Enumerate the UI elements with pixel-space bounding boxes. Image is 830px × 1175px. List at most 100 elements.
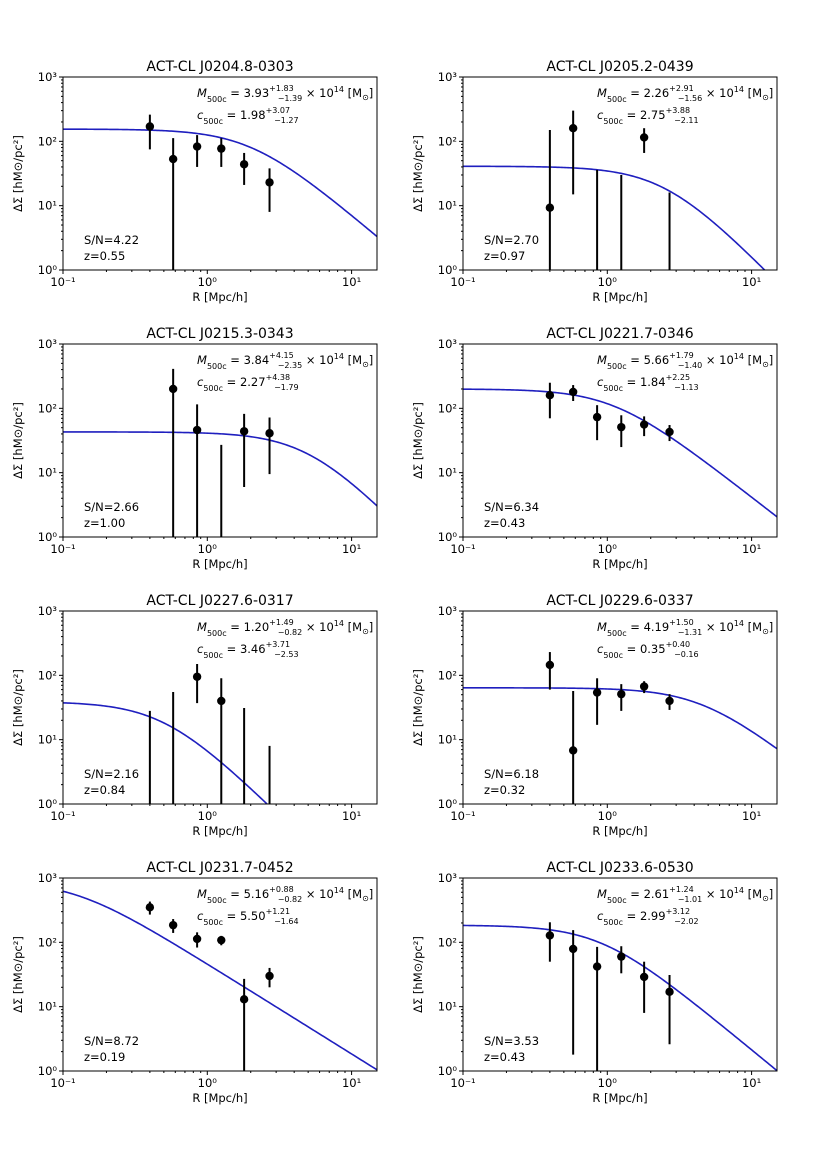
signal-to-noise: S/N=2.70 <box>484 233 539 247</box>
x-tick-label: 10¹ <box>742 809 761 823</box>
y-tick-label: 10³ <box>38 337 58 351</box>
data-point <box>265 178 274 187</box>
redshift: z=0.97 <box>484 249 525 263</box>
y-axis-label: ΔΣ [hM⊙/pc²] <box>411 135 425 212</box>
x-tick-label: 10⁰ <box>198 809 218 823</box>
signal-to-noise: S/N=3.53 <box>484 1034 539 1048</box>
plot-frame <box>462 343 778 538</box>
redshift: z=1.00 <box>84 516 125 530</box>
data-point <box>239 160 249 169</box>
data-point <box>168 154 178 164</box>
data-point <box>545 203 555 212</box>
mass-annotation: M500c = 2.26+2.91 −1.56 × 1014 [M⊙] <box>597 84 773 104</box>
y-axis-label: ΔΣ [hM⊙/pc²] <box>11 669 25 746</box>
data-point <box>192 672 202 681</box>
redshift: z=0.84 <box>84 783 125 797</box>
data-point <box>145 122 155 131</box>
y-tick-label: 10³ <box>38 70 58 84</box>
y-tick-label: 10³ <box>438 70 458 84</box>
concentration-annotation: c500c = 2.27+4.38 −1.79 <box>197 373 299 393</box>
panel-title: ACT-CL J0204.8-0303 <box>146 59 293 75</box>
data-point <box>545 931 555 940</box>
data-point <box>568 944 578 954</box>
y-tick-label: 10² <box>38 134 57 148</box>
panel-title: ACT-CL J0205.2-0439 <box>546 59 693 75</box>
signal-to-noise: S/N=6.18 <box>484 767 539 781</box>
y-tick-label: 10¹ <box>438 733 457 747</box>
x-axis-label: R [Mpc/h] <box>592 824 647 838</box>
x-tick-label: 10⁻¹ <box>50 809 75 823</box>
x-tick-label: 10⁰ <box>598 275 618 289</box>
mass-annotation: M500c = 5.16+0.88 −0.82 × 1014 [M⊙] <box>197 885 373 905</box>
model-curve <box>463 687 777 750</box>
y-tick-label: 10² <box>38 668 57 682</box>
data-point <box>192 425 202 435</box>
y-tick-label: 10² <box>438 935 457 949</box>
data-point <box>592 962 602 971</box>
data-point <box>617 952 626 961</box>
model-curve <box>63 702 269 804</box>
y-tick-label: 10¹ <box>438 1000 457 1014</box>
y-tick-label: 10² <box>438 668 457 682</box>
x-tick-label: 10⁰ <box>198 1076 218 1090</box>
y-tick-label: 10³ <box>38 871 58 885</box>
signal-to-noise: S/N=6.34 <box>484 500 539 514</box>
x-tick-label: 10⁰ <box>198 542 218 556</box>
mass-annotation: M500c = 3.93+1.83 −1.39 × 1014 [M⊙] <box>197 84 373 104</box>
data-point <box>592 688 602 697</box>
data-point <box>568 746 578 755</box>
concentration-annotation: c500c = 0.35+0.40 −0.16 <box>597 640 699 660</box>
x-axis-label: R [Mpc/h] <box>592 290 647 304</box>
x-tick-label: 10⁻¹ <box>50 275 75 289</box>
y-tick-label: 10¹ <box>38 733 57 747</box>
y-tick-label: 10³ <box>438 871 458 885</box>
x-axis-label: R [Mpc/h] <box>592 557 647 571</box>
data-point <box>265 429 274 438</box>
panel-title: ACT-CL J0227.6-0317 <box>146 593 293 609</box>
data-point <box>665 696 674 706</box>
mass-annotation: M500c = 2.61+1.24 −1.01 × 1014 [M⊙] <box>597 885 773 905</box>
concentration-annotation: c500c = 2.99+3.12 −2.02 <box>597 907 699 927</box>
y-tick-label: 10⁰ <box>38 263 58 277</box>
y-tick-label: 10¹ <box>438 466 457 480</box>
y-tick-label: 10³ <box>38 604 58 618</box>
model-curve <box>63 128 377 238</box>
panel-title: ACT-CL J0221.7-0346 <box>546 326 693 342</box>
signal-to-noise: S/N=8.72 <box>84 1034 139 1048</box>
plot-frame <box>462 610 778 805</box>
plot-frame <box>62 877 378 1072</box>
x-tick-label: 10⁻¹ <box>450 1076 475 1090</box>
y-tick-label: 10⁰ <box>38 1064 58 1078</box>
signal-to-noise: S/N=2.66 <box>84 500 139 514</box>
x-tick-label: 10⁻¹ <box>450 542 475 556</box>
x-tick-label: 10¹ <box>742 275 761 289</box>
y-tick-label: 10¹ <box>438 199 457 213</box>
data-point <box>239 995 249 1004</box>
plot-frame <box>462 76 778 271</box>
data-point <box>639 420 649 429</box>
model-curve <box>463 924 777 1071</box>
data-point <box>217 696 226 706</box>
y-axis-label: ΔΣ [hM⊙/pc²] <box>11 135 25 212</box>
x-axis-label: R [Mpc/h] <box>192 824 247 838</box>
model-curve <box>63 890 377 1071</box>
data-point <box>568 124 578 133</box>
panel-title: ACT-CL J0215.3-0343 <box>146 326 293 342</box>
y-tick-label: 10¹ <box>38 1000 57 1014</box>
x-tick-label: 10¹ <box>342 542 361 556</box>
y-tick-label: 10⁰ <box>38 530 58 544</box>
panel-title: ACT-CL J0229.6-0337 <box>546 593 693 609</box>
x-tick-label: 10⁻¹ <box>450 275 475 289</box>
y-axis-label: ΔΣ [hM⊙/pc²] <box>11 936 25 1013</box>
y-tick-label: 10² <box>438 134 457 148</box>
model-curve <box>463 165 766 270</box>
data-point <box>192 142 202 151</box>
data-point <box>665 987 674 997</box>
plot-frame <box>62 76 378 271</box>
concentration-annotation: c500c = 5.50+1.21 −1.64 <box>197 907 299 927</box>
x-tick-label: 10⁻¹ <box>450 809 475 823</box>
y-tick-label: 10⁰ <box>438 263 458 277</box>
panel-title: ACT-CL J0233.6-0530 <box>546 860 693 876</box>
